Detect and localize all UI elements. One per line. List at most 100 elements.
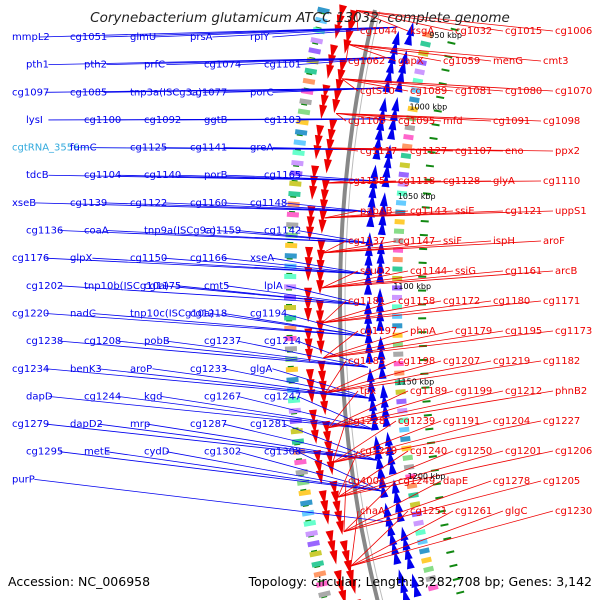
- forward-gene-arrow: [367, 193, 376, 208]
- gene-label-forward: cg1175: [144, 281, 181, 292]
- forward-gene-arrow: [381, 403, 390, 418]
- reverse-gene-arrow: [350, 9, 359, 25]
- leader-line-forward: [45, 257, 367, 275]
- leader-line-forward: [166, 340, 368, 368]
- gene-label-reverse: cg1171: [543, 296, 580, 307]
- function-category-bar: [425, 574, 437, 583]
- function-category-bar: [393, 237, 404, 244]
- reverse-gene-arrow: [324, 440, 333, 456]
- function-category-bar: [421, 556, 432, 564]
- function-category-bar: [393, 228, 405, 235]
- kbp-tick: [447, 41, 456, 45]
- kbp-tick: [431, 123, 440, 127]
- gene-label-forward: cg1122: [130, 198, 167, 209]
- gene-label-reverse: cg1137: [348, 236, 385, 247]
- gene-label-forward: cg1218: [190, 308, 227, 319]
- forward-gene-arrow: [364, 319, 373, 334]
- gene-label-reverse: ssuD2: [360, 266, 391, 277]
- gene-label-reverse: cg1128: [443, 176, 480, 187]
- gene-label-forward: cg1159: [204, 226, 241, 237]
- gene-label-forward: prsA: [190, 32, 213, 43]
- gene-label-reverse: cg1173: [555, 326, 592, 337]
- leader-line-reverse: [323, 330, 504, 359]
- reverse-gene-arrow: [339, 59, 348, 74]
- forward-gene-arrow: [384, 144, 393, 159]
- function-category-bar: [415, 528, 426, 536]
- leader-line-forward: [59, 340, 368, 368]
- function-category-bar: [397, 407, 408, 414]
- gene-label-forward: cg1281: [250, 419, 287, 430]
- gene-label-forward: cg1165: [264, 170, 301, 181]
- function-category-bar: [427, 584, 439, 592]
- gene-label-forward: glmU: [130, 32, 156, 43]
- leader-line-reverse: [337, 450, 359, 498]
- leader-line-reverse: [327, 180, 347, 184]
- gene-label-reverse: cg1227: [543, 416, 580, 427]
- leader-line-forward: [297, 174, 373, 182]
- gene-label-reverse: ssiF: [443, 236, 462, 247]
- function-category-bar: [300, 499, 313, 507]
- function-category-bar: [411, 510, 423, 518]
- gene-label-reverse: chaA: [360, 506, 385, 517]
- function-category-bar: [304, 67, 318, 75]
- backbone-arc: [338, 9, 380, 600]
- kbp-tick: [424, 178, 433, 182]
- gene-label-forward: cg1160: [190, 198, 227, 209]
- gene-label-forward: cg1166: [190, 253, 227, 264]
- function-category-bar: [291, 160, 304, 167]
- leader-line-reverse: [328, 390, 554, 429]
- function-category-bar: [403, 133, 414, 141]
- kbp-tick-outer: [318, 11, 325, 15]
- gene-label-reverse: cg1183: [348, 356, 385, 367]
- gene-label-forward: cg1220: [12, 308, 49, 319]
- gene-label-forward: ggtB: [204, 115, 228, 126]
- kbp-tick-outer: [296, 133, 303, 137]
- gene-label-reverse: cg1180: [493, 296, 530, 307]
- leader-line-reverse: [337, 450, 454, 498]
- gene-label-reverse: dapE: [443, 476, 468, 487]
- kbp-tick-outer: [300, 488, 307, 492]
- function-category-bar: [313, 570, 327, 578]
- gene-label-forward: cg1092: [144, 115, 181, 126]
- leader-line-reverse: [325, 360, 347, 394]
- leader-line-reverse: [335, 113, 347, 122]
- gene-label-reverse: phnB2: [555, 386, 587, 397]
- leader-line-reverse: [323, 330, 554, 359]
- forward-gene-arrow: [391, 30, 400, 46]
- kbp-tick-outer: [295, 458, 303, 461]
- gene-label-reverse: glgC: [505, 506, 527, 517]
- reverse-gene-arrow: [339, 540, 348, 555]
- gene-label-reverse: cg1172: [443, 296, 480, 307]
- leader-line-forward: [152, 368, 371, 399]
- forward-gene-arrow: [364, 251, 373, 266]
- reverse-gene-arrow: [343, 39, 352, 54]
- reverse-gene-arrow: [348, 19, 356, 34]
- kbp-tick: [440, 523, 449, 527]
- function-category-bar: [285, 242, 298, 249]
- forward-gene-arrow: [379, 192, 388, 207]
- reverse-gene-arrow: [335, 579, 344, 595]
- reverse-gene-arrow: [330, 44, 339, 59]
- reverse-gene-arrow: [348, 579, 356, 595]
- reverse-gene-arrow: [335, 520, 344, 535]
- kbp-tick: [421, 386, 430, 389]
- leader-line-reverse: [350, 510, 554, 567]
- genome-backbone: [338, 9, 384, 600]
- forward-gene-arrow: [366, 367, 375, 383]
- gene-label-reverse: cg1182: [543, 356, 580, 367]
- leader-line-forward: [97, 423, 377, 461]
- gene-label-forward: cg1202: [26, 281, 63, 292]
- leader-line-forward: [212, 26, 398, 38]
- reverse-gene-arrow: [325, 148, 334, 164]
- gene-label-forward: benK3: [70, 364, 102, 375]
- function-category-bar: [295, 469, 309, 476]
- leader-line-reverse: [328, 390, 409, 429]
- forward-gene-arrow: [364, 241, 373, 257]
- function-category-bar: [314, 16, 328, 25]
- function-category-bar: [285, 366, 299, 373]
- leader-line-reverse: [341, 78, 504, 92]
- leader-line-reverse: [348, 44, 492, 62]
- function-category-bar: [294, 458, 307, 466]
